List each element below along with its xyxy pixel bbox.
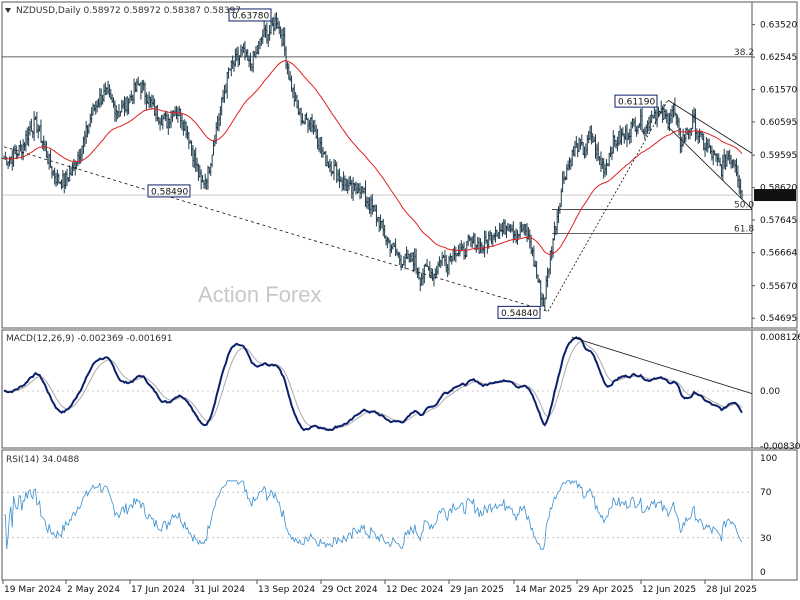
date-tick-label: 12 Jun 2025 [642,585,696,595]
price-callout-box [614,94,658,108]
rsi-pane-title: RSI(14) 34.0488 [6,455,79,465]
price-callout-label: 0.58490 [151,187,188,197]
date-tick-label: 29 Oct 2024 [322,585,378,595]
date-tick-label: 2 May 2024 [67,585,120,595]
date-tick-label: 29 Jan 2025 [450,585,504,595]
date-tick-label: 14 Mar 2025 [515,585,572,595]
fib-label: 61.8 [734,225,754,235]
channel-lower-line [667,126,753,210]
date-tick-label: 28 Jul 2025 [706,585,757,595]
dashed-trendline-lower [3,146,549,312]
price-callout-label: 0.54840 [501,309,538,319]
macd-pane-header: MACD(12,26,9) -0.002369 -0.001691 [6,334,172,344]
price-tick-label: 0.60595 [760,118,797,128]
date-tick-label: 13 Sep 2024 [258,585,315,595]
price-pane-header: NZDUSD,Daily 0.58972 0.58972 0.58387 0.5… [5,6,241,16]
fib-label: 50.0 [734,201,754,211]
macd-tick-label: 0.00 [760,387,780,397]
rsi-tick-label: 0 [760,568,766,578]
rsi-tick-label: 30 [760,534,772,544]
price-callout-label: 0.61190 [618,98,655,108]
watermark-text: Action Forex [198,282,322,307]
price-tick-label: 0.59595 [760,151,797,161]
current-price-label: 0.58397 [757,192,794,202]
macd-signal-line [4,340,743,430]
price-tick-label: 0.62545 [760,53,797,63]
price-pane-title: NZDUSD,Daily 0.58972 0.58972 0.58387 0.5… [16,6,241,16]
dropdown-triangle-icon [5,8,11,13]
price-tick-label: 0.57645 [760,216,797,226]
pane-frame-2 [1,329,798,449]
price-tick-label: 0.63520 [760,21,797,31]
date-tick-label: 31 Jul 2024 [194,585,245,595]
rsi-tick-label: 100 [760,454,777,464]
price-tick-label: 0.54695 [760,314,797,324]
fib-label: 38.2 [734,48,754,58]
price-callout-label: 0.63780 [232,11,269,21]
rsi-tick-label: 70 [760,488,772,498]
rsi-line [4,479,743,550]
macd-trendline [571,336,753,395]
dashed-trendline-upper [547,99,669,312]
current-price-tag [754,189,796,202]
rsi-pane-header: RSI(14) 34.0488 [6,455,79,465]
macd-line [3,336,743,432]
date-tick-label: 29 Apr 2025 [578,585,634,595]
price-callout-box [497,305,541,319]
macd-tick-label: -0.008301 [760,442,800,452]
date-tick-label: 19 Mar 2024 [4,585,61,595]
date-tick-label: 12 Dec 2024 [386,585,444,595]
macd-tick-label: 0.008126 [760,333,800,343]
price-tick-label: 0.58620 [760,184,797,194]
price-tick-label: 0.56664 [760,249,797,259]
date-tick-label: 17 Jun 2024 [131,585,185,595]
channel-upper-line [667,99,753,154]
moving-average-line [4,60,743,255]
price-callout-box [147,184,191,198]
price-tick-label: 0.55670 [760,282,797,292]
macd-pane-title: MACD(12,26,9) -0.002369 -0.001691 [6,334,172,344]
pane-frame-3 [1,449,798,581]
price-callout-box [228,8,272,22]
price-tick-label: 0.61570 [760,85,797,95]
price-bars [2,12,744,311]
pane-frame-1 [1,1,798,329]
